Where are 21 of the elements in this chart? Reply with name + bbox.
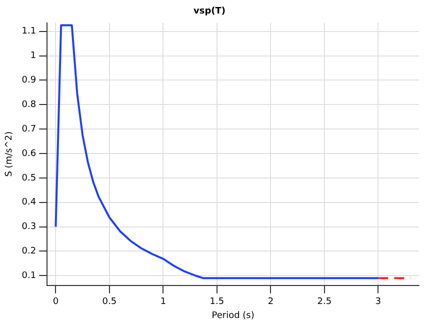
x-tick-label: 2 (268, 297, 274, 308)
x-axis-title: Period (s) (212, 310, 254, 321)
chart-title: vsp(T) (193, 6, 226, 17)
x-tick-label: 0.5 (102, 297, 117, 308)
y-tick-label: 0.3 (22, 222, 36, 232)
y-tick-label: 0.2 (22, 246, 36, 257)
y-tick-label: 0.4 (22, 198, 36, 208)
y-tick-label: 0.5 (22, 173, 36, 184)
x-tick-label: 1 (160, 297, 166, 308)
y-tick-label: 0.1 (22, 270, 36, 281)
y-axis-title: S (m/s^2) (4, 131, 15, 177)
y-tick-label: 0.9 (22, 76, 36, 86)
x-tick-label: 0 (52, 297, 59, 308)
x-tick-label: 1.5 (210, 297, 224, 308)
y-tick-label: 1.1 (22, 26, 36, 37)
x-tick-label: 2.5 (317, 297, 332, 308)
y-tick-label: 0.7 (22, 124, 36, 134)
y-tick-label: 0.8 (22, 100, 36, 110)
x-tick-label: 3 (375, 297, 382, 308)
y-tick-label: 1 (30, 51, 36, 62)
y-tick-label: 0.6 (22, 148, 36, 159)
